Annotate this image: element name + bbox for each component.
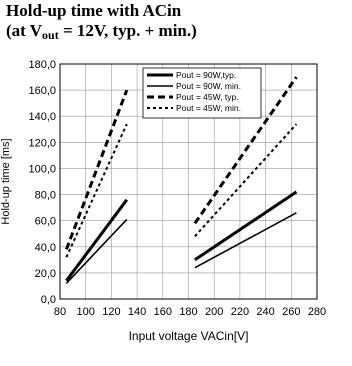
x-tick-label: 240 [256,306,274,318]
y-tick-label: 100,0 [28,163,56,175]
series-line-4-segment-2 [194,123,298,237]
legend-label: Pout = 45W, typ. [176,92,239,102]
legend-label: Pout = 45W, min. [176,103,241,113]
y-tick-label: 180,0 [28,59,56,71]
x-tick-label: 160 [154,306,172,318]
series-lines [64,76,298,284]
chart-heading-line-2: (at Vout = 12V, typ. + min.) [6,21,197,42]
y-tick-label: 60,0 [35,216,56,228]
tick-labels: 80 100 120 140 160 180 200 220 240 260 280 0,0 20,0 4… [28,59,326,318]
grid [60,64,317,299]
x-axis-label: Input voltage VACin[V] [129,329,249,343]
x-tick-label: 220 [231,306,249,318]
chart-heading-line-1: Hold-up time with ACin [6,1,182,20]
x-tick-label: 260 [282,306,300,318]
series-line-1-segment-1 [65,198,129,282]
y-tick-label: 0,0 [41,294,56,306]
y-tick-label: 40,0 [35,242,56,254]
x-tick-label: 100 [77,306,95,318]
x-tick-label: 200 [205,306,223,318]
series-line-1-segment-2 [194,190,298,262]
y-tick-label: 140,0 [28,111,56,123]
legend-label: Pout = 90W, min. [176,81,241,91]
y-tick-label: 160,0 [28,85,56,97]
plot-frame [59,63,318,300]
series-line-2-segment-2 [194,212,297,269]
x-tick-label: 180 [179,306,197,318]
series-line-4-segment-1 [65,123,128,258]
series-line-2-segment-1 [65,218,128,284]
legend-label: Pout = 90W,typ. [176,70,236,80]
y-axis-label: Hold-up time [ms] [0,138,12,224]
series-line-3-segment-2 [193,76,298,225]
x-tick-label: 280 [308,306,326,318]
series-line-3-segment-1 [64,89,129,250]
x-tick-label: 80 [54,306,66,318]
legend: Pout = 90W,typ.Pout = 90W, min.Pout = 45… [142,67,262,119]
y-tick-label: 20,0 [35,268,56,280]
x-tick-label: 140 [128,306,146,318]
y-tick-label: 120,0 [28,137,56,149]
y-tick-label: 80,0 [35,190,56,202]
x-tick-label: 120 [102,306,120,318]
